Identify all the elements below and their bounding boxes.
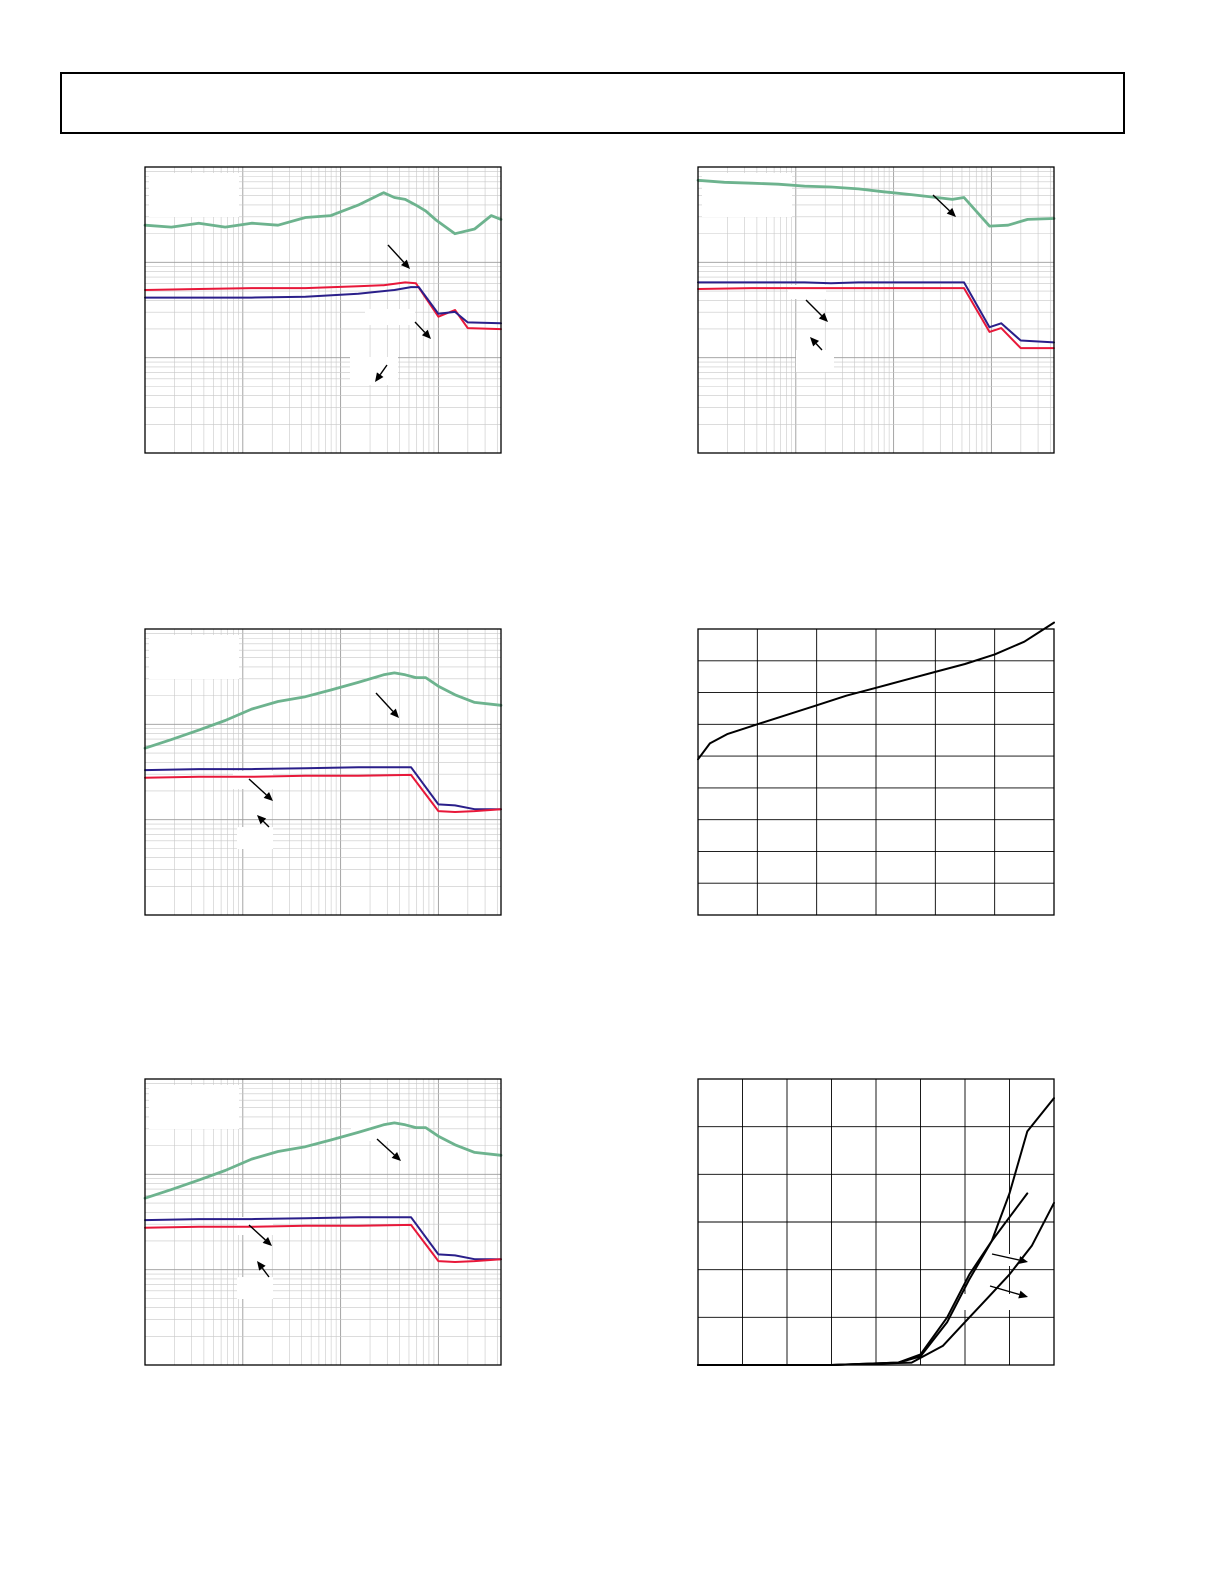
linear-plot-middle-right: [697, 621, 1055, 916]
series-line-blue: [144, 766, 502, 811]
annotation-arrow: [414, 321, 426, 333]
plot-frame: [144, 166, 502, 454]
annotation-arrow: [248, 1224, 266, 1241]
annotation-arrow-head: [1018, 1256, 1028, 1264]
series-line-red: [144, 773, 502, 813]
annotation-arrow: [991, 1253, 1020, 1261]
series-line-blue: [697, 281, 1055, 344]
series-line-red: [144, 1223, 502, 1263]
log-plot-top-left: [143, 166, 503, 454]
annotation-arrow: [261, 1267, 270, 1278]
annotation-arrow-head: [257, 1261, 266, 1271]
log-plot-bottom-left: [143, 1078, 503, 1366]
log-plot-top-right: [696, 166, 1056, 454]
annotation-arrow-head: [818, 312, 828, 322]
series-line-blue: [144, 286, 502, 325]
annotation-arrow: [262, 820, 270, 828]
page-header-box: [60, 72, 1125, 134]
annotation-arrow-head: [421, 329, 431, 339]
annotation-arrow-head: [400, 259, 410, 269]
annotation-arrow: [805, 299, 823, 317]
annotation-arrow-head: [263, 791, 273, 801]
plot-frame: [697, 166, 1055, 454]
series-line-green: [143, 1121, 503, 1200]
plot-frame: [697, 628, 1055, 916]
plot-frame: [144, 628, 502, 916]
annotation-arrow-head: [389, 708, 399, 718]
series-line-red: [144, 281, 502, 331]
annotation-arrow-head: [375, 372, 384, 382]
series-line-blue: [144, 1216, 502, 1261]
annotation-arrow: [815, 343, 823, 351]
series-line-green: [143, 191, 503, 236]
plot-frame: [144, 1078, 502, 1366]
series-line-black: [697, 1201, 1055, 1366]
annotation-arrow-head: [946, 207, 956, 217]
annotation-arrow-head: [257, 815, 267, 825]
series-line-green: [696, 178, 1056, 228]
annotation-arrow: [387, 244, 405, 263]
annotation-arrow-head: [262, 1236, 272, 1246]
annotation-arrow: [376, 1138, 395, 1156]
annotation-arrow: [248, 778, 267, 796]
annotation-arrow-head: [391, 1151, 401, 1161]
annotation-arrow: [989, 1285, 1020, 1296]
linear-plot-bottom-right: [697, 1078, 1055, 1366]
plot-frame: [697, 1078, 1055, 1366]
series-line-green: [143, 671, 503, 750]
annotation-arrow: [375, 692, 394, 712]
series-line-black: [697, 1192, 1029, 1366]
series-line-red: [697, 287, 1055, 350]
log-plot-middle-left: [143, 628, 503, 916]
annotation-arrow: [379, 364, 388, 376]
annotation-arrow-head: [1018, 1290, 1028, 1299]
annotation-arrow: [932, 194, 950, 212]
series-line-black: [697, 621, 1055, 761]
annotation-arrow-head: [810, 337, 820, 347]
